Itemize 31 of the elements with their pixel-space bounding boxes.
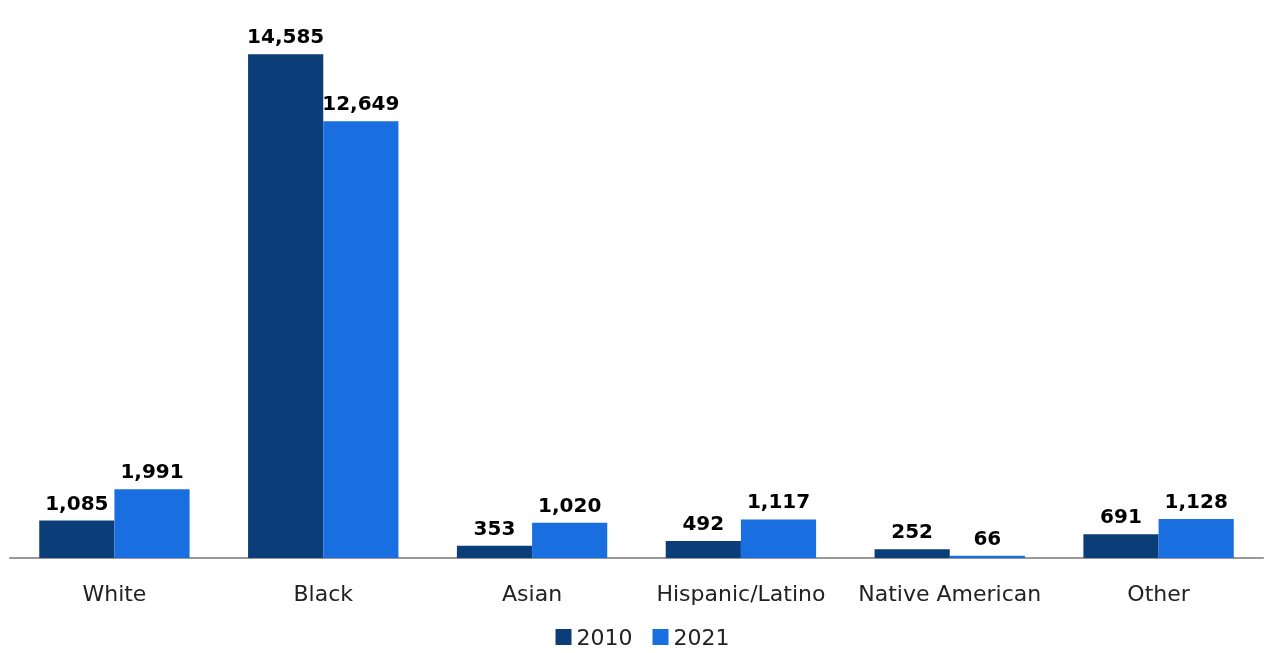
data-label: 353 (473, 515, 516, 540)
legend-label: 2021 (673, 624, 730, 650)
bar (532, 522, 608, 558)
bar (874, 549, 950, 558)
x-tick-label: Asian (502, 580, 563, 606)
x-tick-label: White (82, 580, 147, 606)
data-label: 1,117 (746, 489, 811, 514)
data-label: 691 (1100, 504, 1142, 529)
bar (323, 121, 399, 558)
bar (114, 489, 190, 558)
x-tick-label: Black (293, 580, 354, 606)
data-label: 1,991 (120, 459, 184, 484)
data-label: 12,649 (322, 91, 400, 116)
data-label: 1,085 (45, 490, 109, 515)
legend-label: 2010 (576, 624, 633, 650)
data-label: 66 (973, 525, 1002, 550)
bar (248, 54, 324, 558)
x-tick-label: Native American (858, 580, 1042, 606)
bar (740, 519, 817, 558)
bar (1158, 519, 1234, 558)
x-tick-label: Other (1127, 580, 1191, 606)
x-tick-label: Hispanic/Latino (656, 580, 826, 606)
bar (665, 541, 741, 558)
data-label: 14,585 (247, 24, 325, 49)
bar (1083, 534, 1159, 558)
data-label: 1,128 (1164, 489, 1228, 514)
data-label: 1,020 (538, 492, 602, 517)
data-label: 492 (682, 511, 725, 536)
data-label: 252 (891, 519, 934, 544)
bar (456, 545, 533, 558)
bar (39, 520, 115, 558)
